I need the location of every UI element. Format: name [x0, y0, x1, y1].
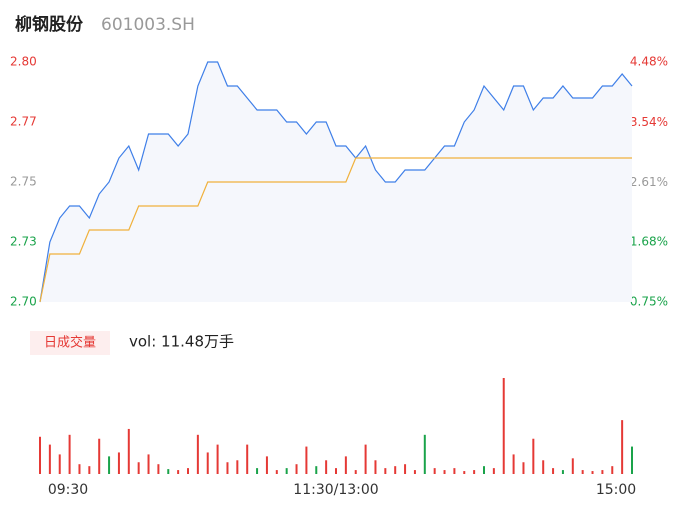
- volume-bar: [177, 470, 180, 474]
- y-tick-label: 2.80: [10, 55, 37, 69]
- volume-bar: [542, 460, 545, 474]
- volume-bar: [206, 452, 209, 474]
- volume-bar: [581, 470, 584, 474]
- volume-bar: [147, 454, 150, 474]
- y2-tick-label: 3.54%: [630, 115, 668, 129]
- volume-bar: [512, 454, 515, 474]
- volume-bar: [483, 466, 485, 474]
- volume-bar: [443, 470, 446, 474]
- volume-bar: [275, 470, 278, 474]
- volume-bar: [571, 458, 574, 474]
- volume-bar: [423, 434, 426, 474]
- volume-bar: [315, 466, 318, 474]
- volume-bar: [591, 471, 594, 474]
- volume-bar: [78, 464, 81, 474]
- volume-bar: [256, 468, 259, 474]
- volume-bar: [216, 444, 219, 474]
- volume-bar: [394, 466, 397, 474]
- volume-bar: [226, 462, 229, 474]
- y-tick-label: 2.73: [10, 235, 37, 249]
- volume-bar: [187, 468, 189, 474]
- volume-bar: [108, 456, 111, 474]
- volume-bar: [502, 378, 505, 474]
- volume-bar: [265, 456, 268, 474]
- volume-bar: [364, 444, 367, 474]
- volume-bar: [305, 446, 308, 474]
- series-line: [39, 61, 633, 303]
- y2-tick-label: 1.68%: [630, 235, 668, 249]
- volume-label: vol: 11.48万手: [129, 333, 234, 351]
- x-tick-label: 11:30/13:00: [293, 482, 378, 498]
- volume-bar: [601, 470, 604, 474]
- volume-bar: [39, 436, 41, 474]
- volume-bar: [295, 464, 298, 474]
- volume-bar: [236, 460, 239, 474]
- volume-bar: [68, 434, 71, 474]
- volume-bar: [404, 464, 407, 474]
- volume-bar: [631, 446, 633, 474]
- volume-bar: [473, 470, 476, 474]
- volume-bar: [335, 468, 337, 474]
- volume-bar: [157, 464, 160, 474]
- volume-bar: [137, 462, 140, 474]
- volume-bar: [433, 468, 436, 474]
- y2-tick-label: 2.61%: [630, 175, 668, 189]
- volume-bar: [532, 438, 535, 474]
- volume-bar: [117, 452, 120, 474]
- volume-bar: [196, 434, 199, 474]
- volume-bar: [492, 468, 495, 474]
- volume-bar: [354, 470, 357, 474]
- volume-bar: [374, 460, 377, 474]
- x-tick-label: 09:30: [48, 482, 88, 498]
- stock-code: 601003.SH: [101, 15, 195, 35]
- volume-bar: [384, 468, 387, 474]
- y2-tick-label: 4.48%: [630, 55, 668, 69]
- volume-bar: [167, 469, 170, 474]
- volume-bar: [453, 468, 456, 474]
- volume-bar: [246, 444, 249, 474]
- y-tick-label: 2.75: [10, 175, 37, 189]
- y-tick-label: 2.77: [10, 115, 37, 129]
- volume-button[interactable]: [30, 331, 110, 355]
- volume-bar: [522, 462, 525, 474]
- volume-bar: [127, 428, 130, 474]
- volume-bar: [285, 468, 288, 474]
- volume-bar: [88, 466, 91, 474]
- y2-tick-label: 0.75%: [630, 295, 668, 309]
- stock-name: 柳钢股份: [15, 14, 84, 35]
- volume-bar: [344, 456, 347, 474]
- volume-bar: [58, 454, 61, 474]
- volume-bar: [413, 470, 416, 474]
- volume-bar: [611, 466, 614, 474]
- y-tick-label: 2.70: [10, 295, 37, 309]
- volume-bar: [621, 420, 624, 474]
- volume-bar: [552, 468, 555, 474]
- volume-button-label[interactable]: 日成交量: [44, 335, 96, 351]
- volume-bar: [48, 444, 51, 474]
- x-tick-label: 15:00: [596, 482, 636, 498]
- series-line: [39, 157, 632, 303]
- volume-bar: [463, 471, 466, 474]
- volume-bar: [561, 470, 564, 474]
- volume-bar: [98, 438, 101, 474]
- volume-bar: [325, 460, 328, 474]
